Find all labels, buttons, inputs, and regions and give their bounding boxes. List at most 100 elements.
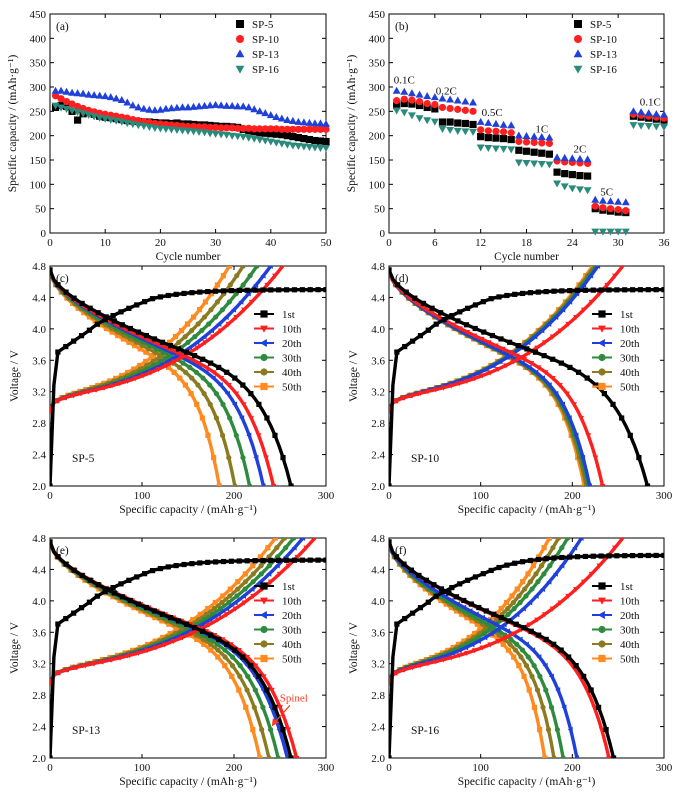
- curve-point: [194, 339, 200, 346]
- curve-point: [629, 287, 636, 293]
- curve-point: [109, 329, 115, 335]
- curve-point: [578, 538, 584, 541]
- curve-point: [216, 483, 222, 486]
- curve-point: [248, 663, 254, 669]
- curve-point: [227, 415, 233, 421]
- curve-point: [190, 617, 196, 623]
- data-point: [139, 123, 148, 131]
- curve-point: [283, 545, 289, 551]
- curve-point: [215, 611, 221, 618]
- y-tick-label: 4.8: [371, 533, 385, 545]
- data-point: [95, 91, 104, 99]
- curve-point: [242, 586, 248, 592]
- curve-point: [226, 266, 232, 269]
- x-tick-label: 12: [475, 237, 486, 249]
- curve-point: [612, 545, 618, 551]
- y-tick-label: 2.8: [32, 418, 46, 430]
- curve-point: [571, 402, 577, 408]
- curve-point: [479, 645, 486, 651]
- curve-point: [94, 593, 100, 599]
- curve-point: [457, 581, 463, 587]
- curve-point: [467, 608, 473, 614]
- curve-point: [471, 648, 478, 654]
- curve-point: [152, 638, 158, 644]
- data-point: [212, 123, 220, 131]
- curve-point: [464, 378, 470, 384]
- curve-point: [163, 363, 170, 369]
- curve-point: [223, 612, 230, 618]
- series-SP-10: [51, 92, 330, 133]
- curve-point: [498, 336, 504, 342]
- curve-point: [573, 432, 579, 439]
- data-point: [644, 123, 653, 131]
- data-point: [568, 171, 576, 179]
- curve-point: [469, 618, 475, 624]
- data-point: [300, 134, 308, 143]
- curve-point: [87, 577, 93, 583]
- data-point: [300, 125, 308, 133]
- legend-marker: [260, 625, 268, 634]
- legend-marker: [598, 310, 606, 318]
- curve-point: [213, 391, 219, 397]
- curve-point: [543, 556, 549, 562]
- curve-point: [183, 621, 190, 627]
- data-point: [606, 205, 615, 213]
- curve-point: [131, 366, 137, 372]
- curve-point: [510, 359, 517, 365]
- curve-point: [242, 571, 248, 577]
- panel-label: (f): [395, 545, 407, 557]
- curve-point: [247, 483, 253, 486]
- curve-point: [440, 657, 447, 663]
- curve-point: [441, 317, 447, 323]
- curve-point: [222, 663, 228, 669]
- curve-point: [564, 391, 570, 397]
- curve-point: [537, 673, 543, 679]
- curve-point: [588, 571, 595, 577]
- curve-point: [433, 593, 439, 599]
- curve-point: [219, 599, 225, 606]
- curve-point: [103, 586, 109, 592]
- curve-point: [217, 382, 223, 388]
- data-point: [311, 125, 319, 133]
- curve-point: [549, 375, 556, 382]
- curve-point: [276, 571, 283, 577]
- curve-point: [596, 563, 603, 569]
- data-point: [161, 104, 170, 112]
- curve-point: [269, 687, 275, 693]
- series-SP-16: [51, 102, 330, 152]
- data-point: [255, 136, 264, 144]
- curve-point: [464, 650, 470, 656]
- curve-point: [559, 554, 565, 561]
- data-point: [583, 155, 592, 163]
- curve-point: [250, 579, 256, 585]
- curve-point: [177, 375, 183, 381]
- curve-point: [516, 593, 522, 599]
- curve-point: [592, 455, 599, 461]
- plot-frame: [49, 265, 327, 487]
- curve-point: [420, 300, 427, 307]
- curve-point: [508, 636, 514, 643]
- curve-point: [255, 433, 262, 439]
- data-point: [499, 145, 508, 153]
- legend: 1st 10th 20th 30th 40th 50th: [254, 309, 302, 394]
- curve-point: [160, 634, 166, 641]
- data-point: [184, 127, 192, 135]
- curve-point: [252, 663, 259, 669]
- data-point: [454, 105, 462, 113]
- data-point: [112, 94, 121, 102]
- curve-point: [188, 357, 195, 363]
- curve-point: [55, 621, 61, 627]
- data-point: [123, 114, 131, 122]
- curve-point: [254, 266, 260, 269]
- data-point: [614, 206, 622, 214]
- sample-label: SP-16: [411, 725, 439, 737]
- data-point: [415, 90, 424, 98]
- y-tick-label: 50: [374, 204, 386, 216]
- curve-point: [95, 310, 101, 316]
- data-point: [189, 128, 198, 136]
- data-point: [283, 115, 292, 123]
- data-point: [74, 102, 82, 111]
- curve-point: [471, 333, 478, 339]
- curve-point: [285, 563, 292, 569]
- curve-point: [50, 539, 53, 545]
